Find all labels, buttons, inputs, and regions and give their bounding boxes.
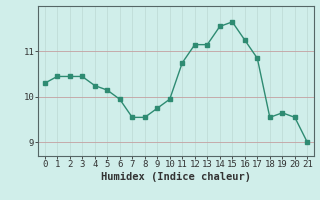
- X-axis label: Humidex (Indice chaleur): Humidex (Indice chaleur): [101, 172, 251, 182]
